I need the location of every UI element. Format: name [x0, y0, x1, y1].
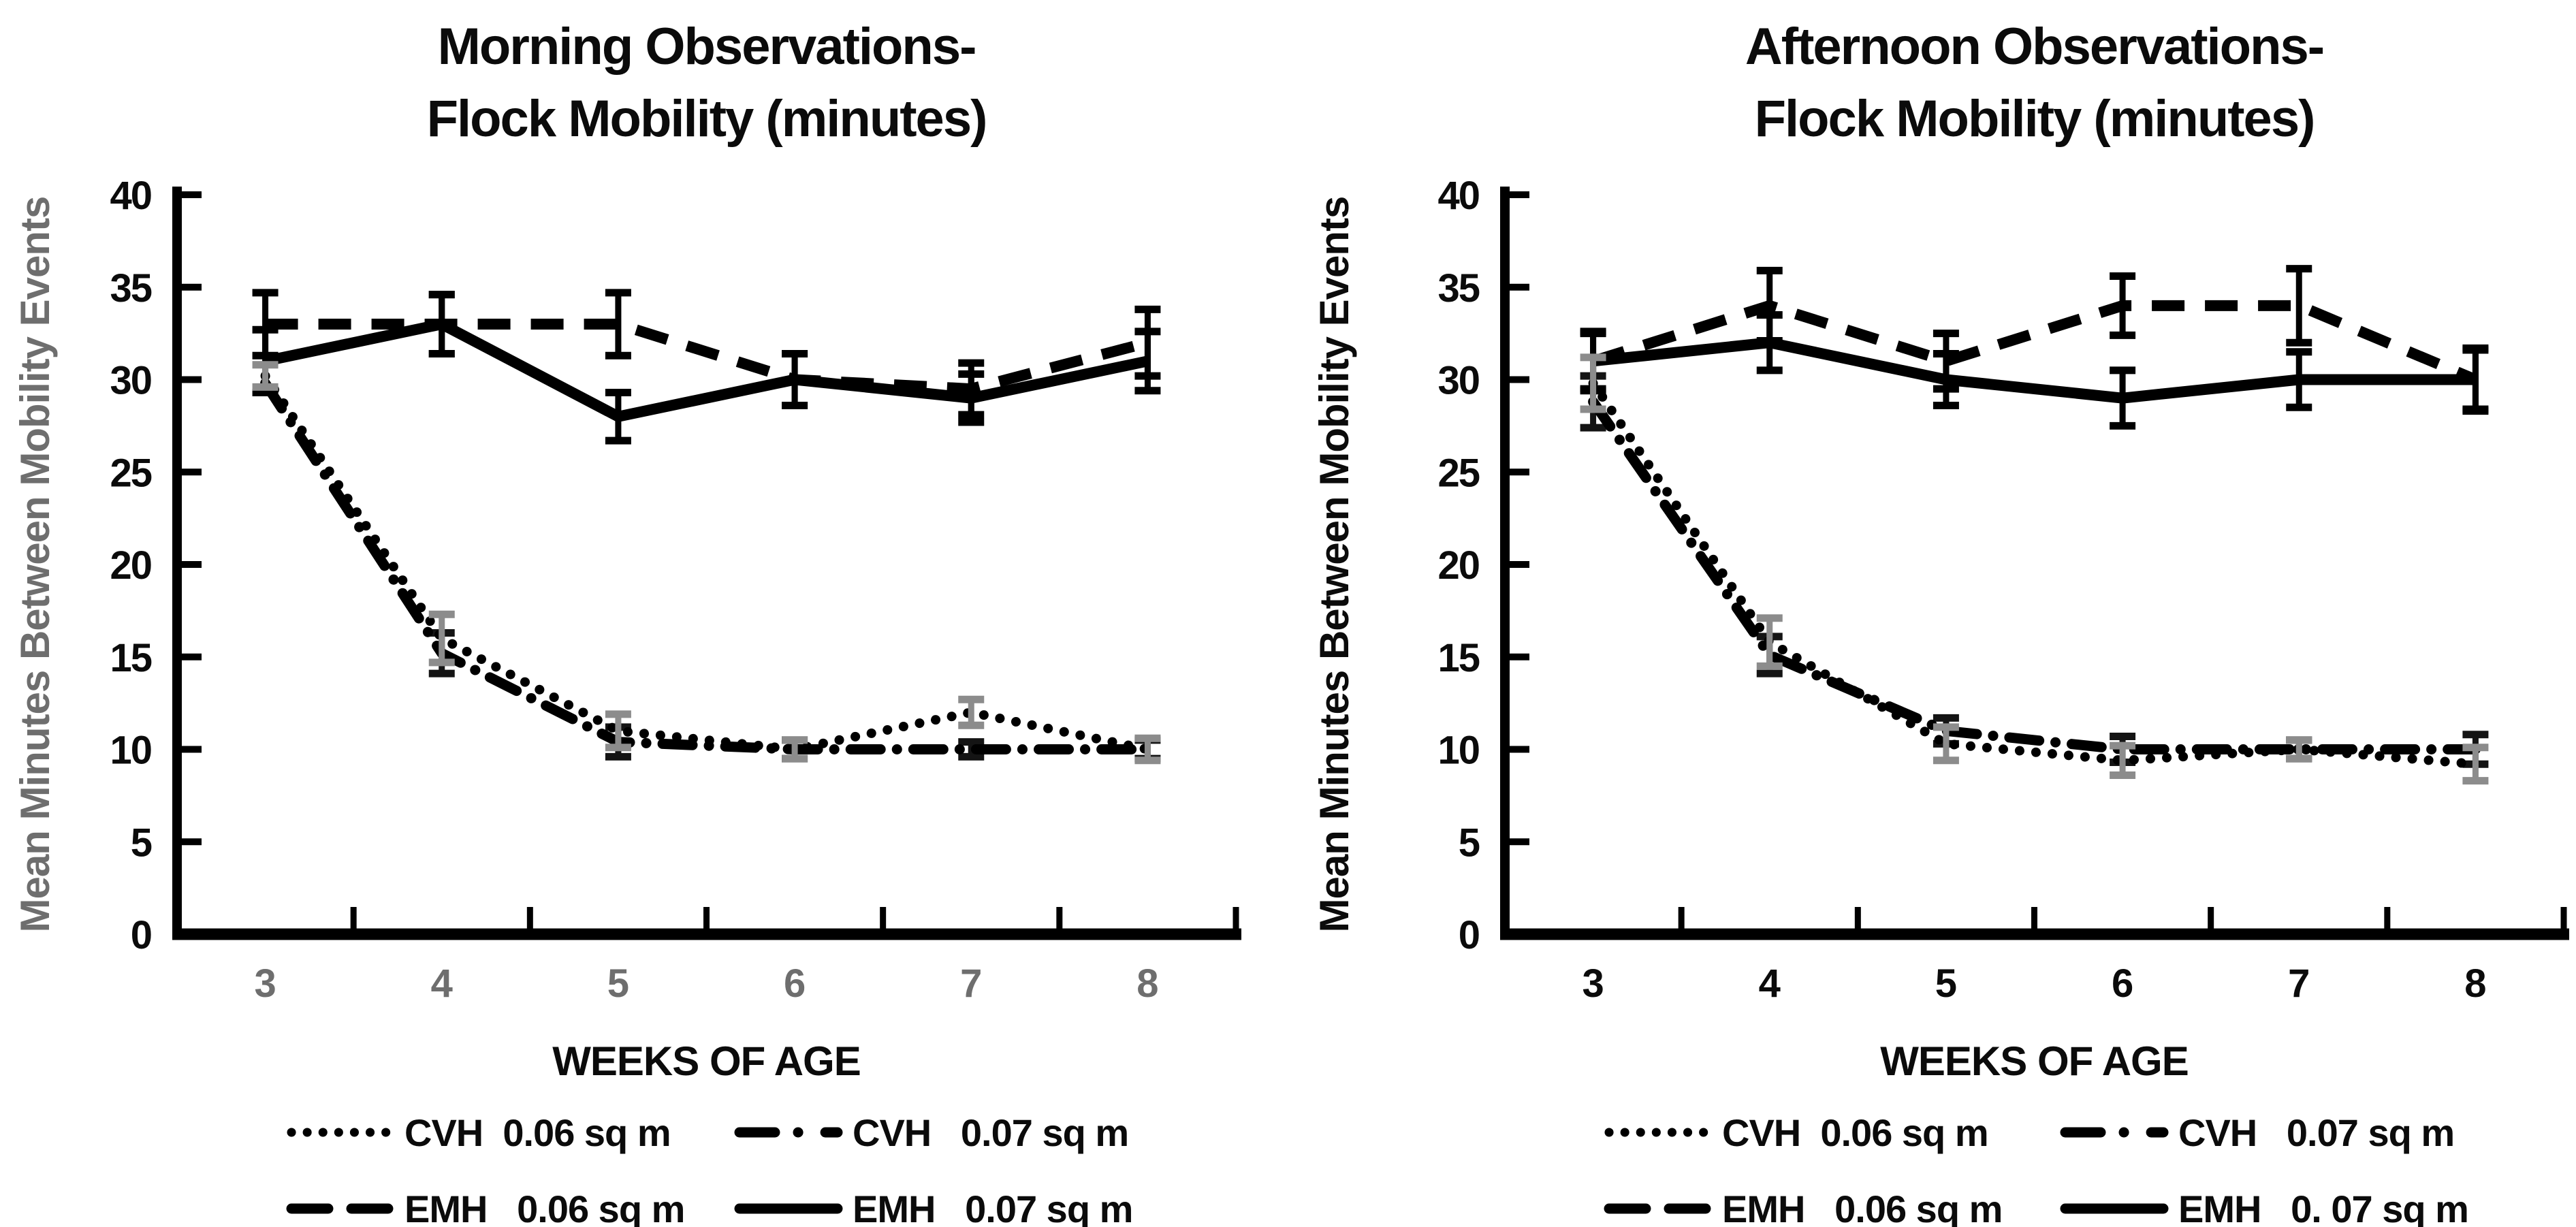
axes: 0 5 10 15 20 25 30 35 40 3 4 5 6 7 8 [110, 174, 1241, 1006]
series-line-dashed [265, 319, 1149, 395]
y-tick-label: 20 [1437, 543, 1479, 588]
x-tick-label: 4 [1759, 961, 1781, 1006]
series-line-solid [264, 319, 1149, 422]
x-tick-label: 4 [431, 961, 453, 1006]
y-tick-label: 25 [1437, 451, 1479, 495]
plot-area-afternoon: 0 5 10 15 20 25 30 35 40 3 4 5 6 7 8 [1437, 174, 2569, 1006]
x-tick-label: 7 [2288, 961, 2310, 1006]
y-tick-label: 5 [131, 820, 152, 865]
x-tick-label: 8 [1136, 961, 1158, 1006]
chart-title-morning: Morning Observations- Flock Mobility (mi… [109, 11, 1304, 155]
x-tick-label: 6 [2112, 961, 2133, 1006]
y-tick-label: 40 [110, 174, 151, 218]
y-tick-label: 25 [110, 451, 151, 495]
series-line-dotted [260, 371, 1153, 754]
x-tick-label: 6 [784, 961, 806, 1006]
x-axis-title: WEEKS OF AGE [1880, 1038, 2189, 1084]
plot-area-morning: 0 5 10 15 20 25 30 35 40 3 4 5 6 7 8 [110, 174, 1241, 1006]
x-tick-label: 7 [960, 961, 982, 1006]
chart-title-line1: Afternoon Observations- [1745, 18, 2325, 76]
x-tick-label: 5 [607, 961, 629, 1006]
chart-title-line2: Flock Mobility (minutes) [426, 90, 988, 148]
y-tick-label: 10 [110, 729, 151, 773]
y-tick-label: 5 [1459, 820, 1480, 865]
y-tick-label: 40 [1437, 174, 1479, 218]
series-line-dashdot [260, 378, 1153, 754]
chart-title-line2: Flock Mobility (minutes) [1754, 90, 2316, 148]
x-tick-label: 3 [1582, 961, 1604, 1006]
y-tick-label: 20 [110, 543, 151, 588]
chart-panel-afternoon: Afternoon Observations- Flock Mobility (… [1289, 0, 2576, 1227]
series-line-solid [1592, 337, 2476, 404]
error-bars-cvh-006 [1580, 353, 2489, 785]
x-tick-label: 3 [254, 961, 276, 1006]
y-tick-label: 35 [110, 266, 151, 310]
chart-panel-morning: Morning Observations- Flock Mobility (mi… [0, 0, 1287, 1227]
y-tick-label: 30 [110, 359, 151, 403]
y-tick-label: 15 [110, 636, 151, 680]
x-tick-label: 5 [1935, 961, 1957, 1006]
y-tick-label: 0 [131, 913, 151, 957]
x-axis-title: WEEKS OF AGE [552, 1038, 861, 1084]
chart-title-afternoon: Afternoon Observations- Flock Mobility (… [1437, 11, 2576, 155]
x-tick-label: 8 [2464, 961, 2486, 1006]
series-line-dotted [1588, 378, 2481, 769]
series-line-dashed [1591, 300, 2478, 385]
error-bars-emh-007 [1580, 310, 2489, 430]
y-tick-label: 15 [1437, 636, 1479, 680]
error-bars-cvh-006 [252, 361, 1161, 765]
chart-title-line1: Morning Observations- [437, 18, 977, 76]
y-tick-label: 10 [1437, 729, 1479, 773]
y-tick-label: 35 [1437, 266, 1479, 310]
axes: 0 5 10 15 20 25 30 35 40 3 4 5 6 7 8 [1437, 174, 2569, 1006]
error-bars-emh-007 [252, 291, 1161, 445]
y-tick-label: 0 [1459, 913, 1479, 957]
y-tick-label: 30 [1437, 359, 1479, 403]
